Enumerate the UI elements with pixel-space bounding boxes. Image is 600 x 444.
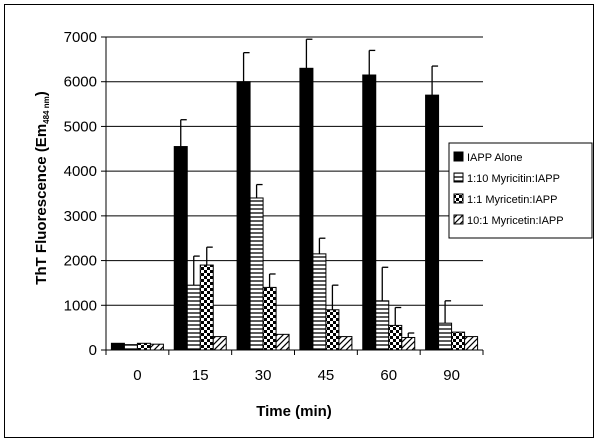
- legend: IAPP Alone 1:10 Myricitin:IAPP 1:1 Myricet…: [448, 142, 593, 239]
- y-axis-label: ThT Fluorescence (Em484 nm): [33, 91, 51, 284]
- legend-label: IAPP Alone: [467, 152, 522, 164]
- bar: [299, 67, 314, 351]
- x-axis-label: Time (min): [256, 403, 332, 420]
- bar: [123, 344, 138, 351]
- bar: [312, 253, 327, 351]
- bar: [388, 324, 403, 351]
- legend-label: 10:1 Myricetin:IAPP: [467, 215, 564, 227]
- bar: [186, 284, 201, 351]
- bar: [425, 94, 440, 351]
- y-tick-label: 2000: [64, 253, 97, 270]
- legend-label: 1:1 Myricetin:IAPP: [467, 194, 557, 206]
- y-tick-label: 4000: [64, 163, 97, 180]
- bar: [199, 264, 214, 351]
- y-tick-label: 6000: [64, 74, 97, 91]
- bar: [338, 336, 353, 351]
- legend-label: 1:10 Myricitin:IAPP: [467, 173, 560, 185]
- bar: [451, 331, 466, 351]
- gridlines: [106, 36, 483, 306]
- bar: [136, 342, 151, 351]
- bar: [149, 343, 164, 351]
- bar: [375, 300, 390, 351]
- y-tick-label: 1000: [64, 297, 97, 314]
- legend-swatch: [453, 214, 464, 225]
- x-tick-label: 45: [318, 367, 335, 384]
- x-tick-label: 90: [443, 367, 460, 384]
- legend-swatch: [453, 193, 464, 204]
- legend-swatch: [453, 172, 464, 183]
- bar: [212, 336, 227, 351]
- bar: [362, 74, 377, 351]
- bar: [401, 336, 416, 351]
- bar: [438, 322, 453, 351]
- bar: [262, 286, 277, 351]
- bar: [249, 197, 264, 351]
- y-tick-label: 5000: [64, 118, 97, 135]
- x-tick-label: 60: [380, 367, 397, 384]
- bar: [325, 309, 340, 351]
- y-tick-label: 7000: [64, 29, 97, 46]
- x-tick-label: 15: [192, 367, 209, 384]
- bar: [110, 342, 125, 351]
- bar: [236, 81, 251, 351]
- x-tick-label: 0: [133, 367, 141, 384]
- bar: [275, 333, 290, 351]
- legend-box: [448, 142, 593, 239]
- y-tick-label: 3000: [64, 208, 97, 225]
- bar: [464, 336, 479, 351]
- y-tick-label: 0: [89, 342, 97, 359]
- bar: [173, 146, 188, 351]
- axes: 0 1000 2000 3000 4000 5000 6000 7000 0 15 30 45 60 90: [64, 29, 484, 384]
- x-tick-label: 30: [255, 367, 272, 384]
- bars: [110, 38, 479, 351]
- legend-swatch: [453, 151, 464, 162]
